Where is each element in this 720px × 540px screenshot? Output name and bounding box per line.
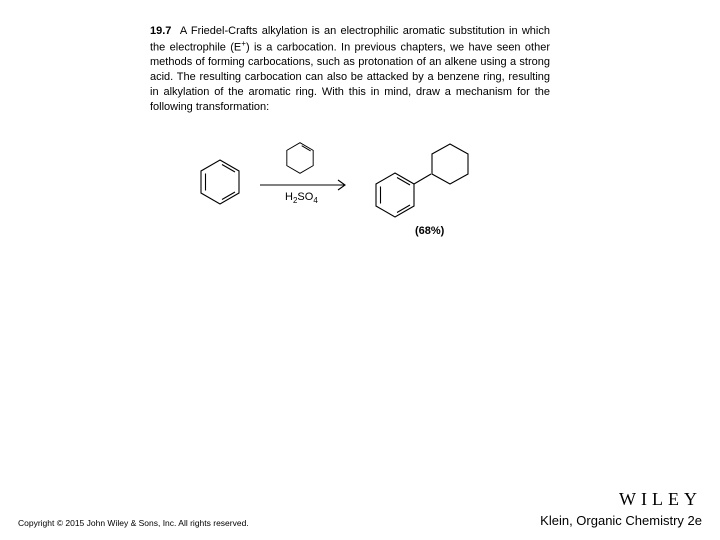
- benzene-icon: [201, 160, 239, 204]
- copyright-text: Copyright © 2015 John Wiley & Sons, Inc.…: [18, 518, 249, 528]
- reagent-sub4: 4: [313, 196, 318, 205]
- reagent-SO: SO: [297, 191, 313, 203]
- yield-label: (68%): [415, 225, 444, 237]
- problem-block: 19.7 A Friedel-Crafts alkylation is an e…: [150, 24, 550, 115]
- wiley-logo: WILEY: [619, 489, 702, 510]
- book-reference: Klein, Organic Chemistry 2e: [540, 513, 702, 528]
- product-icon: [376, 144, 468, 217]
- problem-number: 19.7: [150, 25, 171, 37]
- reaction-arrow-icon: [260, 180, 345, 190]
- reaction-scheme: H2SO4: [195, 140, 515, 230]
- problem-text: 19.7 A Friedel-Crafts alkylation is an e…: [150, 24, 550, 115]
- cyclohexene-icon: [287, 143, 313, 174]
- reagent-label: H2SO4: [285, 191, 318, 205]
- reagent-H: H: [285, 191, 293, 203]
